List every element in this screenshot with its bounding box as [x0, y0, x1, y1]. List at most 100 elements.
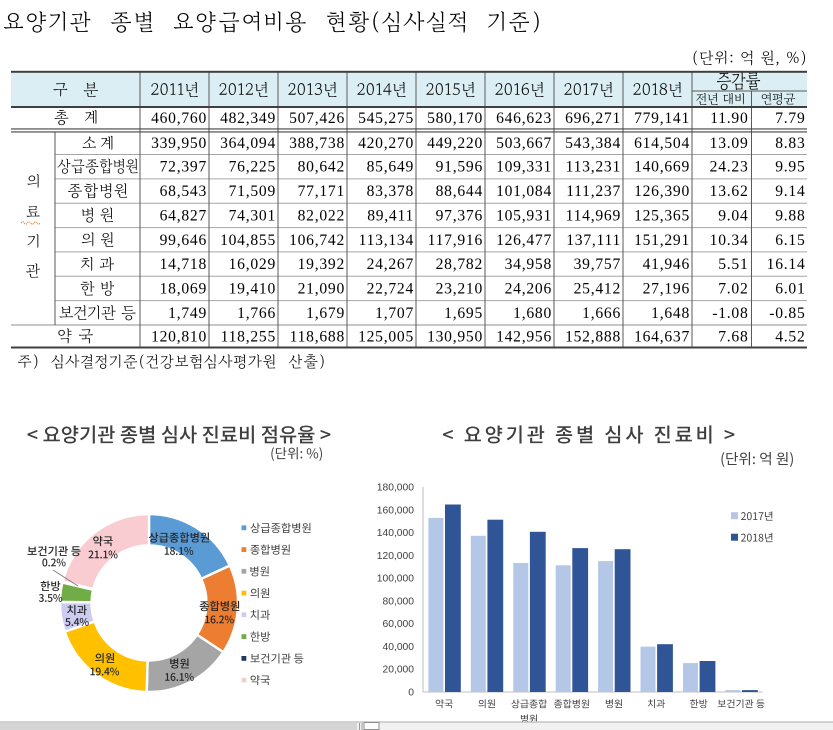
svg-text:120,810: 120,810: [151, 328, 207, 345]
svg-text:1,749: 1,749: [168, 305, 207, 322]
svg-text:614,504: 614,504: [634, 135, 690, 152]
svg-text:125,365: 125,365: [634, 207, 690, 224]
svg-text:125,005: 125,005: [358, 328, 414, 345]
svg-text:9.04: 9.04: [718, 207, 748, 224]
svg-text:13.62: 13.62: [710, 183, 749, 200]
svg-text:1,679: 1,679: [306, 305, 345, 322]
svg-text:339,950: 339,950: [151, 135, 207, 152]
svg-text:1,766: 1,766: [237, 305, 276, 322]
svg-text:1,680: 1,680: [513, 305, 552, 322]
svg-text:109,331: 109,331: [496, 159, 552, 176]
svg-text:118,688: 118,688: [290, 328, 345, 345]
svg-text:503,667: 503,667: [496, 135, 552, 152]
svg-text:100,000: 100,000: [377, 574, 414, 585]
svg-text:6.01: 6.01: [775, 281, 805, 298]
svg-text:507,426: 507,426: [289, 110, 345, 127]
svg-text:8.83: 8.83: [775, 135, 805, 152]
svg-text:24,206: 24,206: [505, 281, 552, 298]
svg-text:9.14: 9.14: [775, 183, 805, 200]
svg-text:-1.08: -1.08: [712, 305, 748, 322]
svg-text:117,916: 117,916: [428, 232, 483, 249]
svg-text:64,827: 64,827: [160, 207, 207, 224]
svg-text:41,946: 41,946: [643, 256, 690, 273]
svg-text:91,596: 91,596: [436, 159, 483, 176]
svg-text:1,707: 1,707: [375, 305, 414, 322]
svg-text:137,111: 137,111: [566, 232, 621, 249]
svg-text:160,000: 160,000: [377, 505, 414, 516]
svg-text:7.79: 7.79: [775, 110, 805, 127]
svg-text:420,270: 420,270: [358, 135, 414, 152]
svg-text:0: 0: [408, 688, 414, 699]
svg-text:152,888: 152,888: [565, 328, 621, 345]
svg-text:388,738: 388,738: [289, 135, 345, 152]
svg-text:120,000: 120,000: [377, 551, 414, 562]
svg-text:101,084: 101,084: [496, 183, 552, 200]
svg-text:99,646: 99,646: [160, 232, 207, 249]
svg-text:7.68: 7.68: [718, 328, 748, 345]
svg-text:24.23: 24.23: [710, 159, 749, 176]
svg-text:11.90: 11.90: [710, 110, 748, 127]
svg-text:111,237: 111,237: [566, 183, 621, 200]
svg-text:60,000: 60,000: [383, 619, 415, 630]
svg-text:1,648: 1,648: [651, 305, 690, 322]
svg-text:71,509: 71,509: [229, 183, 276, 200]
svg-text:142,956: 142,956: [496, 328, 552, 345]
svg-text:89,411: 89,411: [367, 207, 414, 224]
svg-text:140,000: 140,000: [377, 528, 414, 539]
svg-text:151,291: 151,291: [634, 232, 690, 249]
svg-text:106,742: 106,742: [289, 232, 345, 249]
svg-text:6.15: 6.15: [775, 232, 805, 249]
svg-text:114,969: 114,969: [566, 207, 621, 224]
svg-text:85,649: 85,649: [367, 159, 414, 176]
svg-text:20,000: 20,000: [383, 665, 415, 676]
svg-text:779,141: 779,141: [634, 110, 690, 127]
svg-text:9.95: 9.95: [775, 159, 805, 176]
svg-text:1,695: 1,695: [444, 305, 483, 322]
svg-text:74,301: 74,301: [229, 207, 276, 224]
svg-text:88,644: 88,644: [436, 183, 483, 200]
svg-text:9.88: 9.88: [775, 207, 805, 224]
svg-text:40,000: 40,000: [383, 642, 415, 653]
svg-text:140,669: 140,669: [634, 159, 690, 176]
svg-text:4.52: 4.52: [775, 328, 805, 345]
svg-text:19,392: 19,392: [298, 256, 345, 273]
svg-text:14,718: 14,718: [160, 256, 207, 273]
svg-text:460,760: 460,760: [151, 110, 207, 127]
svg-text:364,094: 364,094: [220, 135, 276, 152]
svg-text:180,000: 180,000: [377, 483, 414, 494]
svg-text:580,170: 580,170: [427, 110, 483, 127]
svg-text:72,397: 72,397: [160, 159, 207, 176]
svg-text:39,757: 39,757: [574, 256, 621, 273]
svg-text:77,171: 77,171: [298, 183, 345, 200]
svg-text:68,543: 68,543: [160, 183, 207, 200]
svg-text:13.09: 13.09: [710, 135, 749, 152]
svg-text:164,637: 164,637: [634, 328, 690, 345]
svg-text:34,958: 34,958: [505, 256, 552, 273]
svg-text:16.14: 16.14: [767, 256, 806, 273]
svg-text:126,477: 126,477: [496, 232, 552, 249]
svg-text:25,412: 25,412: [574, 281, 621, 298]
svg-text:545,275: 545,275: [358, 110, 414, 127]
svg-text:543,384: 543,384: [565, 135, 621, 152]
svg-text:21,090: 21,090: [298, 281, 345, 298]
svg-text:1,666: 1,666: [582, 305, 621, 322]
svg-text:97,376: 97,376: [436, 207, 483, 224]
svg-text:22,724: 22,724: [367, 281, 414, 298]
svg-text:126,390: 126,390: [634, 183, 690, 200]
svg-text:118,255: 118,255: [221, 328, 276, 345]
svg-text:80,642: 80,642: [298, 159, 345, 176]
svg-text:5.51: 5.51: [718, 256, 748, 273]
svg-text:113,134: 113,134: [359, 232, 414, 249]
svg-text:10.34: 10.34: [710, 232, 749, 249]
svg-text:105,931: 105,931: [496, 207, 552, 224]
svg-text:-0.85: -0.85: [769, 305, 805, 322]
svg-text:104,855: 104,855: [220, 232, 276, 249]
svg-text:696,271: 696,271: [565, 110, 621, 127]
svg-text:113,231: 113,231: [566, 159, 621, 176]
svg-text:449,220: 449,220: [427, 135, 483, 152]
svg-text:83,378: 83,378: [367, 183, 414, 200]
svg-text:18,069: 18,069: [160, 281, 207, 298]
svg-text:76,225: 76,225: [229, 159, 276, 176]
svg-text:16,029: 16,029: [229, 256, 276, 273]
svg-text:130,950: 130,950: [427, 328, 483, 345]
